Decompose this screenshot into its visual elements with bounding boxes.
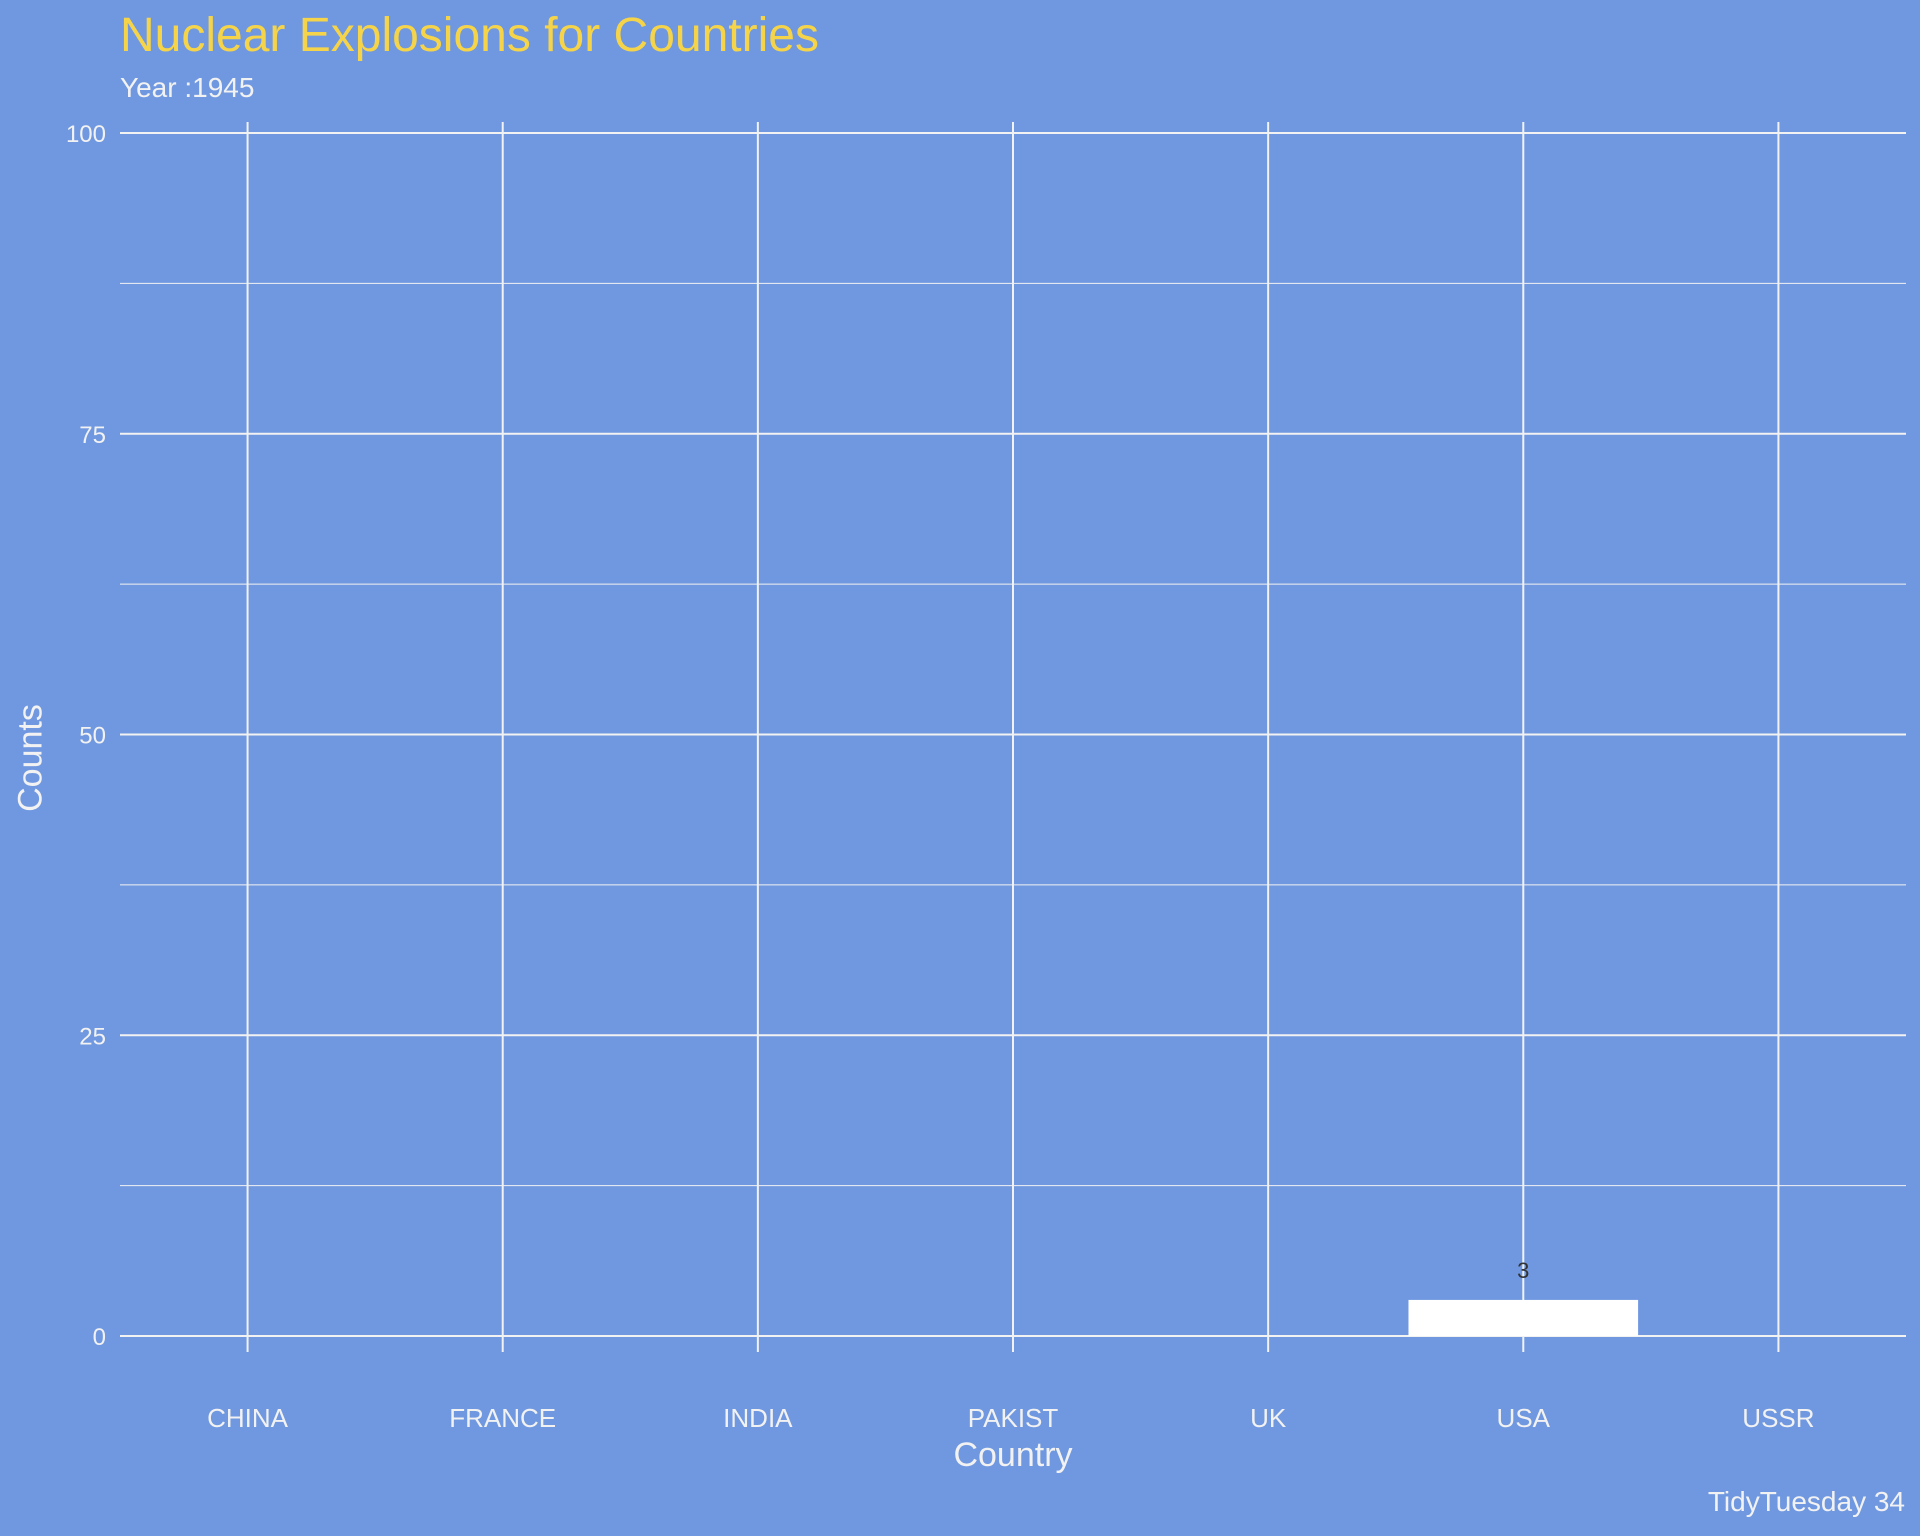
x-tick-label: FRANCE — [449, 1403, 556, 1433]
y-tick-label: 25 — [79, 1023, 106, 1050]
x-tick-label: INDIA — [723, 1403, 793, 1433]
x-tick-label: USA — [1497, 1403, 1551, 1433]
chart-title: Nuclear Explosions for Countries — [120, 9, 819, 62]
chart-subtitle: Year :1945 — [120, 72, 255, 103]
y-tick-label: 0 — [93, 1324, 106, 1351]
chart-caption: TidyTuesday 34 — [1707, 1486, 1905, 1517]
y-axis-label: Counts — [11, 704, 50, 812]
x-tick-label: USSR — [1742, 1403, 1814, 1433]
y-tick-label: 75 — [79, 422, 106, 449]
bar-data-label: 3 — [1517, 1258, 1529, 1283]
x-tick-label: UK — [1250, 1403, 1287, 1433]
y-tick-label: 50 — [79, 723, 106, 750]
x-tick-label: CHINA — [207, 1403, 289, 1433]
x-axis-label: Country — [953, 1436, 1073, 1474]
y-tick-label: 100 — [66, 121, 106, 148]
x-tick-label: PAKIST — [968, 1403, 1059, 1433]
bar — [1408, 1299, 1639, 1336]
